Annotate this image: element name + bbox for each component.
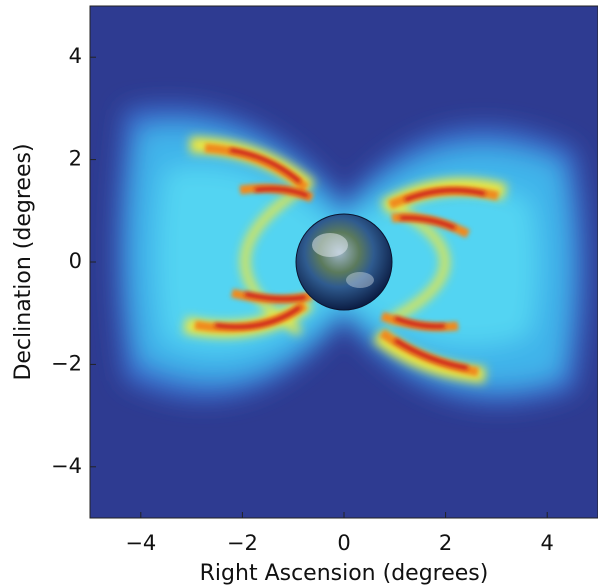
y-tick-label: −2 [51,351,82,375]
x-tick-label: −2 [227,531,258,555]
x-tick-label: 4 [541,531,554,555]
earth-cloud [346,272,374,288]
y-tick-label: 2 [69,147,82,171]
y-tick-label: 4 [69,44,82,68]
earth-cloud [312,233,348,257]
y-axis-title: Declination (degrees) [11,143,36,380]
x-tick-label: −4 [125,531,156,555]
y-tick-label: −4 [51,454,82,478]
radiation-belts [115,105,588,405]
x-tick-label: 0 [337,531,350,555]
x-tick-label: 2 [439,531,452,555]
x-axis-title: Right Ascension (degrees) [200,561,489,586]
belt-core-red [214,148,486,370]
earth [295,213,393,311]
y-tick-label: 0 [69,249,82,273]
